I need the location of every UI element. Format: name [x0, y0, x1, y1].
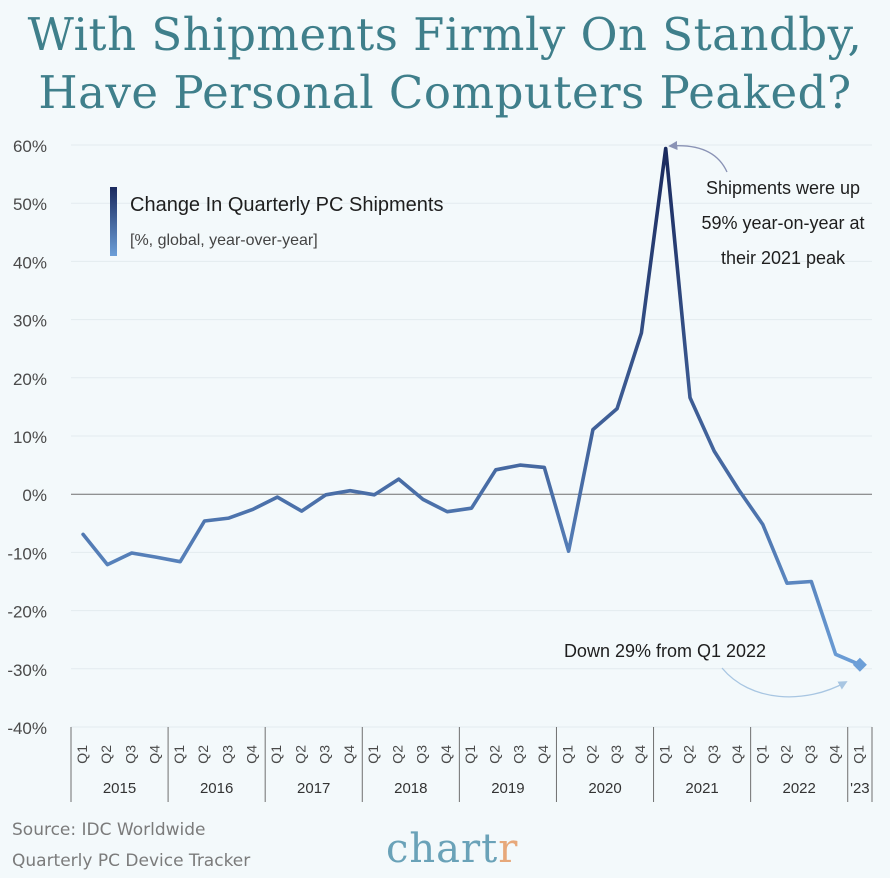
latest-point-marker [852, 657, 867, 672]
x-tick-quarter: Q3 [511, 745, 527, 764]
source-line2: Quarterly PC Device Tracker [12, 851, 251, 871]
brand-logo: chartr [386, 826, 518, 872]
y-tick-label: 40% [13, 253, 47, 272]
y-tick-label: -20% [7, 603, 47, 622]
y-tick-label: 50% [13, 195, 47, 214]
x-tick-year: 2016 [200, 780, 233, 797]
peak-annotation: Shipments were up 59% year-on-year at th… [668, 140, 865, 268]
x-tick-year: 2017 [297, 780, 330, 797]
x-tick-quarter: Q4 [729, 745, 745, 764]
x-tick-year: '23 [850, 780, 870, 797]
latest-arrow [721, 667, 848, 698]
x-tick-year: 2021 [685, 780, 718, 797]
y-tick-label: -30% [7, 661, 47, 680]
x-tick-quarter: Q4 [535, 745, 551, 764]
x-tick-quarter: Q1 [462, 745, 478, 764]
y-tick-label: -40% [7, 719, 47, 738]
x-tick-quarter: Q2 [389, 745, 405, 764]
legend-subtitle: [%, global, year-over-year] [130, 232, 318, 249]
series-line [81, 146, 862, 667]
peak-annotation-line1: Shipments were up [706, 178, 860, 198]
x-tick-quarter: Q1 [74, 745, 90, 764]
chart-title-line1: With Shipments Firmly On Standby, [27, 8, 863, 61]
x-tick-quarter: Q4 [341, 745, 357, 764]
x-tick-quarter: Q2 [195, 745, 211, 764]
x-tick-quarter: Q3 [414, 745, 430, 764]
x-tick-year: 2019 [491, 780, 524, 797]
x-tick-quarter: Q1 [559, 745, 575, 764]
x-tick-year: 2022 [782, 780, 815, 797]
grid-layer [71, 144, 872, 728]
x-tick-quarter: Q2 [292, 745, 308, 764]
x-tick-quarter: Q2 [98, 745, 114, 764]
legend-color-bar [110, 187, 117, 256]
y-tick-label: 30% [13, 312, 47, 331]
legend-title: Change In Quarterly PC Shipments [130, 194, 444, 216]
peak-arrow [668, 140, 728, 173]
x-tick-year: 2020 [588, 780, 621, 797]
x-tick-quarter: Q2 [778, 745, 794, 764]
brand-logo-accent: r [498, 826, 519, 872]
legend: Change In Quarterly PC Shipments [%, glo… [110, 187, 444, 256]
x-tick-quarter: Q2 [681, 745, 697, 764]
x-tick-quarter: Q1 [365, 745, 381, 764]
y-tick-label: 20% [13, 370, 47, 389]
peak-annotation-line2: 59% year-on-year at [701, 213, 864, 233]
chart-title-line2: Have Personal Computers Peaked? [38, 66, 852, 119]
x-tick-quarter: Q3 [122, 745, 138, 764]
x-tick-quarter: Q1 [656, 745, 672, 764]
chart-title: With Shipments Firmly On Standby, Have P… [0, 6, 890, 122]
x-tick-year: 2015 [103, 780, 136, 797]
x-tick-quarter: Q1 [753, 745, 769, 764]
x-tick-quarter: Q1 [268, 745, 284, 764]
x-tick-quarter: Q4 [244, 745, 260, 764]
x-axis: Q1 Q2 Q3 Q4 2015 Q1 Q2 Q3 Q4 2016 Q1 Q2 Q3 Q4 2017 Q1 Q2… [70, 727, 873, 802]
x-tick-quarter: Q3 [219, 745, 235, 764]
brand-logo-main: chart [386, 826, 499, 872]
peak-annotation-line3: their 2021 peak [721, 248, 846, 268]
x-tick-quarter: Q2 [486, 745, 502, 764]
y-axis: 60% 50% 40% 30% 20% 10% 0% -10% -20% -30% -40% [7, 137, 47, 738]
source-note: Source: IDC Worldwide Quarterly PC Devic… [12, 815, 250, 877]
y-tick-label: 60% [13, 137, 47, 156]
x-tick-quarter: Q1 [851, 745, 867, 764]
x-tick-quarter: Q3 [317, 745, 333, 764]
latest-annotation: Down 29% from Q1 2022 [564, 641, 848, 698]
latest-annotation-text: Down 29% from Q1 2022 [564, 641, 766, 661]
y-tick-label: 10% [13, 428, 47, 447]
y-tick-label: 0% [22, 486, 47, 505]
series-layer [81, 146, 867, 672]
x-tick-quarter: Q4 [632, 745, 648, 764]
x-tick-quarter: Q2 [584, 745, 600, 764]
x-tick-year: 2018 [394, 780, 427, 797]
x-tick-quarter: Q1 [171, 745, 187, 764]
x-tick-quarter: Q3 [705, 745, 721, 764]
x-tick-quarter: Q4 [438, 745, 454, 764]
x-tick-quarter: Q3 [802, 745, 818, 764]
x-tick-quarter: Q3 [608, 745, 624, 764]
source-line1: Source: IDC Worldwide [12, 820, 206, 840]
y-tick-label: -10% [7, 544, 47, 563]
x-tick-quarter: Q4 [147, 745, 163, 764]
x-tick-quarter: Q4 [826, 745, 842, 764]
